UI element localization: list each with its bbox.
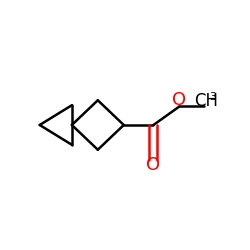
Text: 3: 3: [209, 92, 216, 102]
Text: O: O: [146, 156, 160, 174]
Text: O: O: [172, 91, 186, 109]
Text: CH: CH: [194, 92, 218, 110]
